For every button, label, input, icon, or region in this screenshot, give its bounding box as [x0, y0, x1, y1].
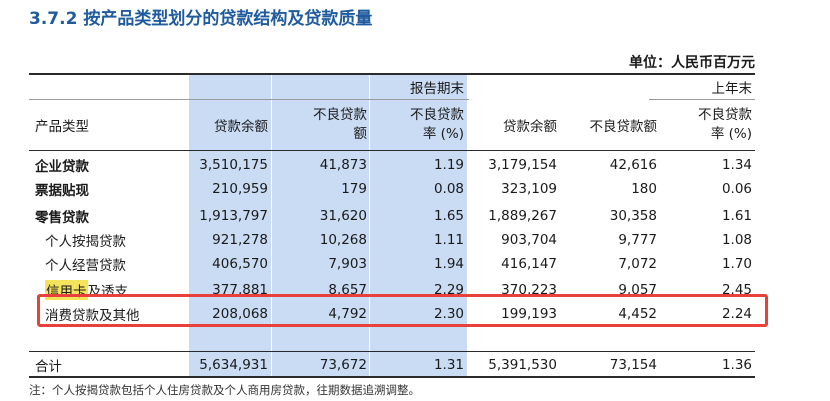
cell-npl-ratio: 1.11: [433, 232, 464, 248]
row-product-name: 个人按揭贷款: [45, 234, 126, 250]
header-bottom-rule: [29, 150, 755, 151]
cell-loan-balance: 921,278: [212, 232, 268, 248]
cell-prior-npl-amount: 30,358: [609, 208, 657, 224]
table-row: 企业贷款 3,510,175 41,873 1.19 3,179,154 42,616 1.…: [29, 153, 755, 177]
highlight-col-npl-ratio: [370, 73, 467, 378]
unit-label: 单位：人民币百万元: [629, 55, 755, 71]
cell-prior-npl-amount: 73,154: [609, 357, 657, 373]
cell-npl-amount: 4,792: [328, 306, 367, 322]
cell-npl-amount: 179: [341, 181, 367, 197]
cell-prior-npl-ratio: 1.61: [721, 208, 752, 224]
table-row: 消费贷款及其他 208,068 4,792 2.30 199,193 4,452 2.24: [29, 302, 755, 326]
header-row-columns: 产品类型 贷款余额 不良贷款额 不良贷款率 (%) 贷款余额 不良贷款额 不良贷…: [29, 101, 755, 149]
cell-npl-ratio: 1.19: [433, 157, 464, 173]
cell-prior-loan-balance: 1,889,267: [488, 208, 557, 224]
period-prior-label: 上年末: [711, 81, 753, 97]
cell-prior-loan-balance: 323,109: [501, 181, 557, 197]
cell-npl-ratio: 0.08: [433, 181, 464, 197]
col-header-prior-npl-ratio: 不良贷款率 (%): [698, 107, 752, 142]
col-header-prior-loan-balance: 贷款余额: [503, 119, 557, 135]
cell-loan-balance: 208,068: [212, 306, 268, 322]
cell-prior-npl-amount: 4,452: [618, 306, 657, 322]
cell-prior-npl-ratio: 2.24: [721, 306, 752, 322]
row-product-name: 票据贴现: [35, 183, 89, 199]
cell-prior-npl-ratio: 1.08: [721, 232, 752, 248]
table-row: 个人按揭贷款 921,278 10,268 1.11 903,704 9,777 1.08: [29, 228, 755, 252]
row-product-name: 零售贷款: [35, 210, 89, 226]
row-product-name: 企业贷款: [35, 159, 89, 175]
cell-npl-amount: 41,873: [319, 157, 367, 173]
cell-npl-amount: 7,903: [328, 256, 367, 272]
cell-npl-ratio: 1.65: [433, 208, 464, 224]
cell-prior-npl-amount: 180: [631, 181, 657, 197]
cell-prior-loan-balance: 199,193: [501, 306, 557, 322]
cell-loan-balance: 210,959: [212, 181, 268, 197]
total-top-rule: [29, 351, 755, 352]
table-row: 零售贷款 1,913,797 31,620 1.65 1,889,267 30,358 1.…: [29, 204, 755, 228]
cell-loan-balance: 406,570: [212, 256, 268, 272]
cell-prior-loan-balance: 416,147: [501, 256, 557, 272]
cell-prior-loan-balance: 903,704: [501, 232, 557, 248]
cell-prior-npl-ratio: 0.06: [721, 181, 752, 197]
cell-prior-npl-ratio: 1.36: [721, 357, 752, 373]
table-row: 合计 5,634,931 73,672 1.31 5,391,530 73,154 1.36: [29, 353, 755, 377]
period-prior-rule: [649, 99, 755, 100]
period-current-rule: [29, 99, 469, 100]
row-product-name: 消费贷款及其他: [45, 308, 140, 324]
col-header-npl-amount: 不良贷款额: [313, 107, 367, 142]
footnote: 注：个人按揭贷款包括个人住房贷款及个人商用房贷款，往期数据追溯调整。: [29, 383, 420, 397]
highlight-col-npl-amount: [272, 73, 369, 378]
cell-prior-loan-balance: 5,391,530: [488, 357, 557, 373]
period-current-label: 报告期末: [410, 81, 464, 97]
col-header-npl-ratio: 不良贷款率 (%): [410, 107, 464, 142]
cell-loan-balance: 5,634,931: [199, 357, 268, 373]
cell-prior-npl-amount: 7,072: [618, 256, 657, 272]
table-row: 票据贴现 210,959 179 0.08 323,109 180 0.06: [29, 177, 755, 201]
header-row-period: 报告期末 上年末: [29, 76, 755, 98]
cell-npl-amount: 31,620: [319, 208, 367, 224]
table-top-rule: [29, 73, 755, 75]
cell-loan-balance: 1,913,797: [199, 208, 268, 224]
highlight-col-loan-balance: [189, 73, 271, 378]
cell-npl-ratio: 2.30: [433, 306, 464, 322]
cell-prior-npl-ratio: 1.34: [721, 157, 752, 173]
cell-npl-amount: 73,672: [319, 357, 367, 373]
col-header-product-type: 产品类型: [35, 119, 89, 135]
cell-loan-balance: 3,510,175: [199, 157, 268, 173]
highlight-red-box: [37, 294, 768, 327]
col-header-prior-npl-amount: 不良贷款额: [589, 119, 658, 135]
cell-npl-ratio: 1.94: [433, 256, 464, 272]
cell-prior-npl-amount: 9,777: [618, 232, 657, 248]
section-title: 3.7.2 按产品类型划分的贷款结构及贷款质量: [29, 9, 373, 29]
cell-prior-npl-ratio: 1.70: [721, 256, 752, 272]
table-bottom-rule: [29, 376, 755, 378]
cell-prior-loan-balance: 3,179,154: [488, 157, 557, 173]
col-header-loan-balance: 贷款余额: [214, 119, 268, 135]
row-product-name: 合计: [35, 359, 62, 375]
cell-npl-ratio: 1.31: [433, 357, 464, 373]
cell-prior-npl-amount: 42,616: [609, 157, 657, 173]
row-product-name: 个人经营贷款: [45, 258, 126, 274]
table-row: 个人经营贷款 406,570 7,903 1.94 416,147 7,072 1.70: [29, 252, 755, 276]
cell-npl-amount: 10,268: [319, 232, 367, 248]
